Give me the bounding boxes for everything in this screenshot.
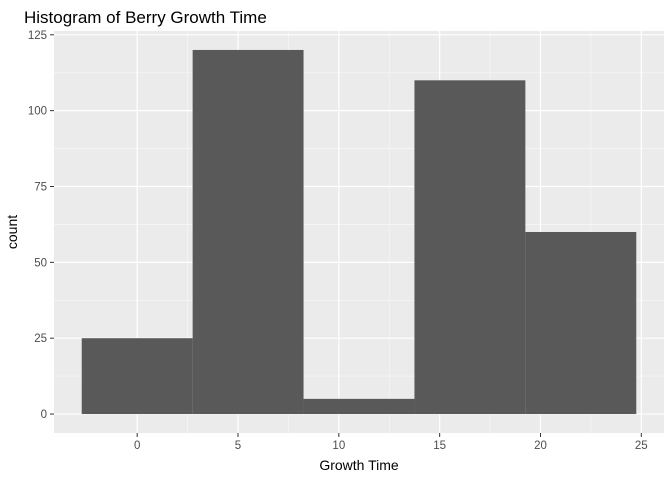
x-tick-label: 5: [235, 440, 241, 452]
y-tick-label: 75: [34, 181, 47, 193]
x-tick-label: 10: [332, 440, 345, 452]
y-tick-label: 50: [34, 257, 47, 269]
histogram-bar-3: [303, 398, 415, 415]
histogram-bar-5: [525, 232, 637, 415]
x-tick-label: 25: [635, 440, 648, 452]
y-tick-label: 125: [28, 30, 47, 42]
x-axis: 0 5 10 15 20 25: [134, 433, 648, 452]
y-axis: 0 25 50 75 100 125: [28, 30, 54, 421]
y-tick-label: 100: [28, 106, 47, 118]
x-tick-label: 20: [534, 440, 547, 452]
chart-title: Histogram of Berry Growth Time: [24, 8, 267, 27]
histogram-bar-4: [414, 80, 526, 415]
y-tick-label: 0: [41, 409, 47, 421]
histogram-bars: [81, 49, 637, 415]
x-tick-label: 15: [433, 440, 446, 452]
x-axis-title: Growth Time: [319, 457, 399, 473]
y-axis-title: count: [4, 215, 20, 249]
x-tick-label: 0: [134, 440, 140, 452]
histogram-bar-1: [81, 338, 193, 415]
histogram-bar-2: [192, 49, 304, 415]
y-tick-label: 25: [34, 333, 47, 345]
